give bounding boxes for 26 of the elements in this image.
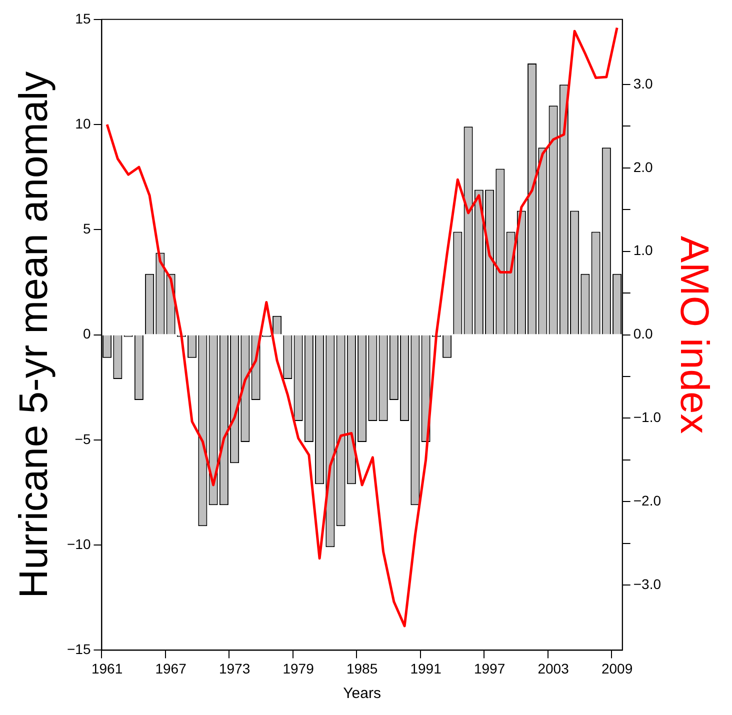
y-tick-label: 0 [82,326,91,342]
x-tick-label: 1997 [474,660,506,676]
x-tick-label: 1991 [410,660,442,676]
y2-tick-label: 0.0 [633,326,654,342]
y2-tick-label: −3.0 [633,576,662,592]
y2-tick-label: 3.0 [633,75,654,92]
y2-axis-title: AMO index [672,236,716,434]
x-tick-label: 2009 [601,660,633,676]
x-tick-label: 1961 [91,660,123,676]
y-axis-title: Hurricane 5-yr mean anomaly [12,71,56,598]
y2-tick-label: 1.0 [633,242,654,258]
y-tick-label: −10 [67,536,91,552]
y2-tick-label: 2.0 [633,158,654,175]
y-tick-label: −5 [74,430,91,447]
y-tick-label: 5 [82,220,91,237]
x-tick-label: 1973 [218,660,250,676]
x-tick-label: 1985 [346,660,378,676]
x-axis-title: Years [343,685,381,702]
y-tick-label: −15 [67,641,91,658]
y2-tick-label: −2.0 [633,492,662,509]
x-tick-label: 1967 [155,660,187,676]
y-tick-label: 15 [75,10,91,26]
y-tick-label: 10 [75,115,91,132]
x-tick-label: 1979 [282,660,314,676]
x-tick-label: 2003 [538,660,570,676]
y2-tick-label: −1.0 [633,409,662,426]
